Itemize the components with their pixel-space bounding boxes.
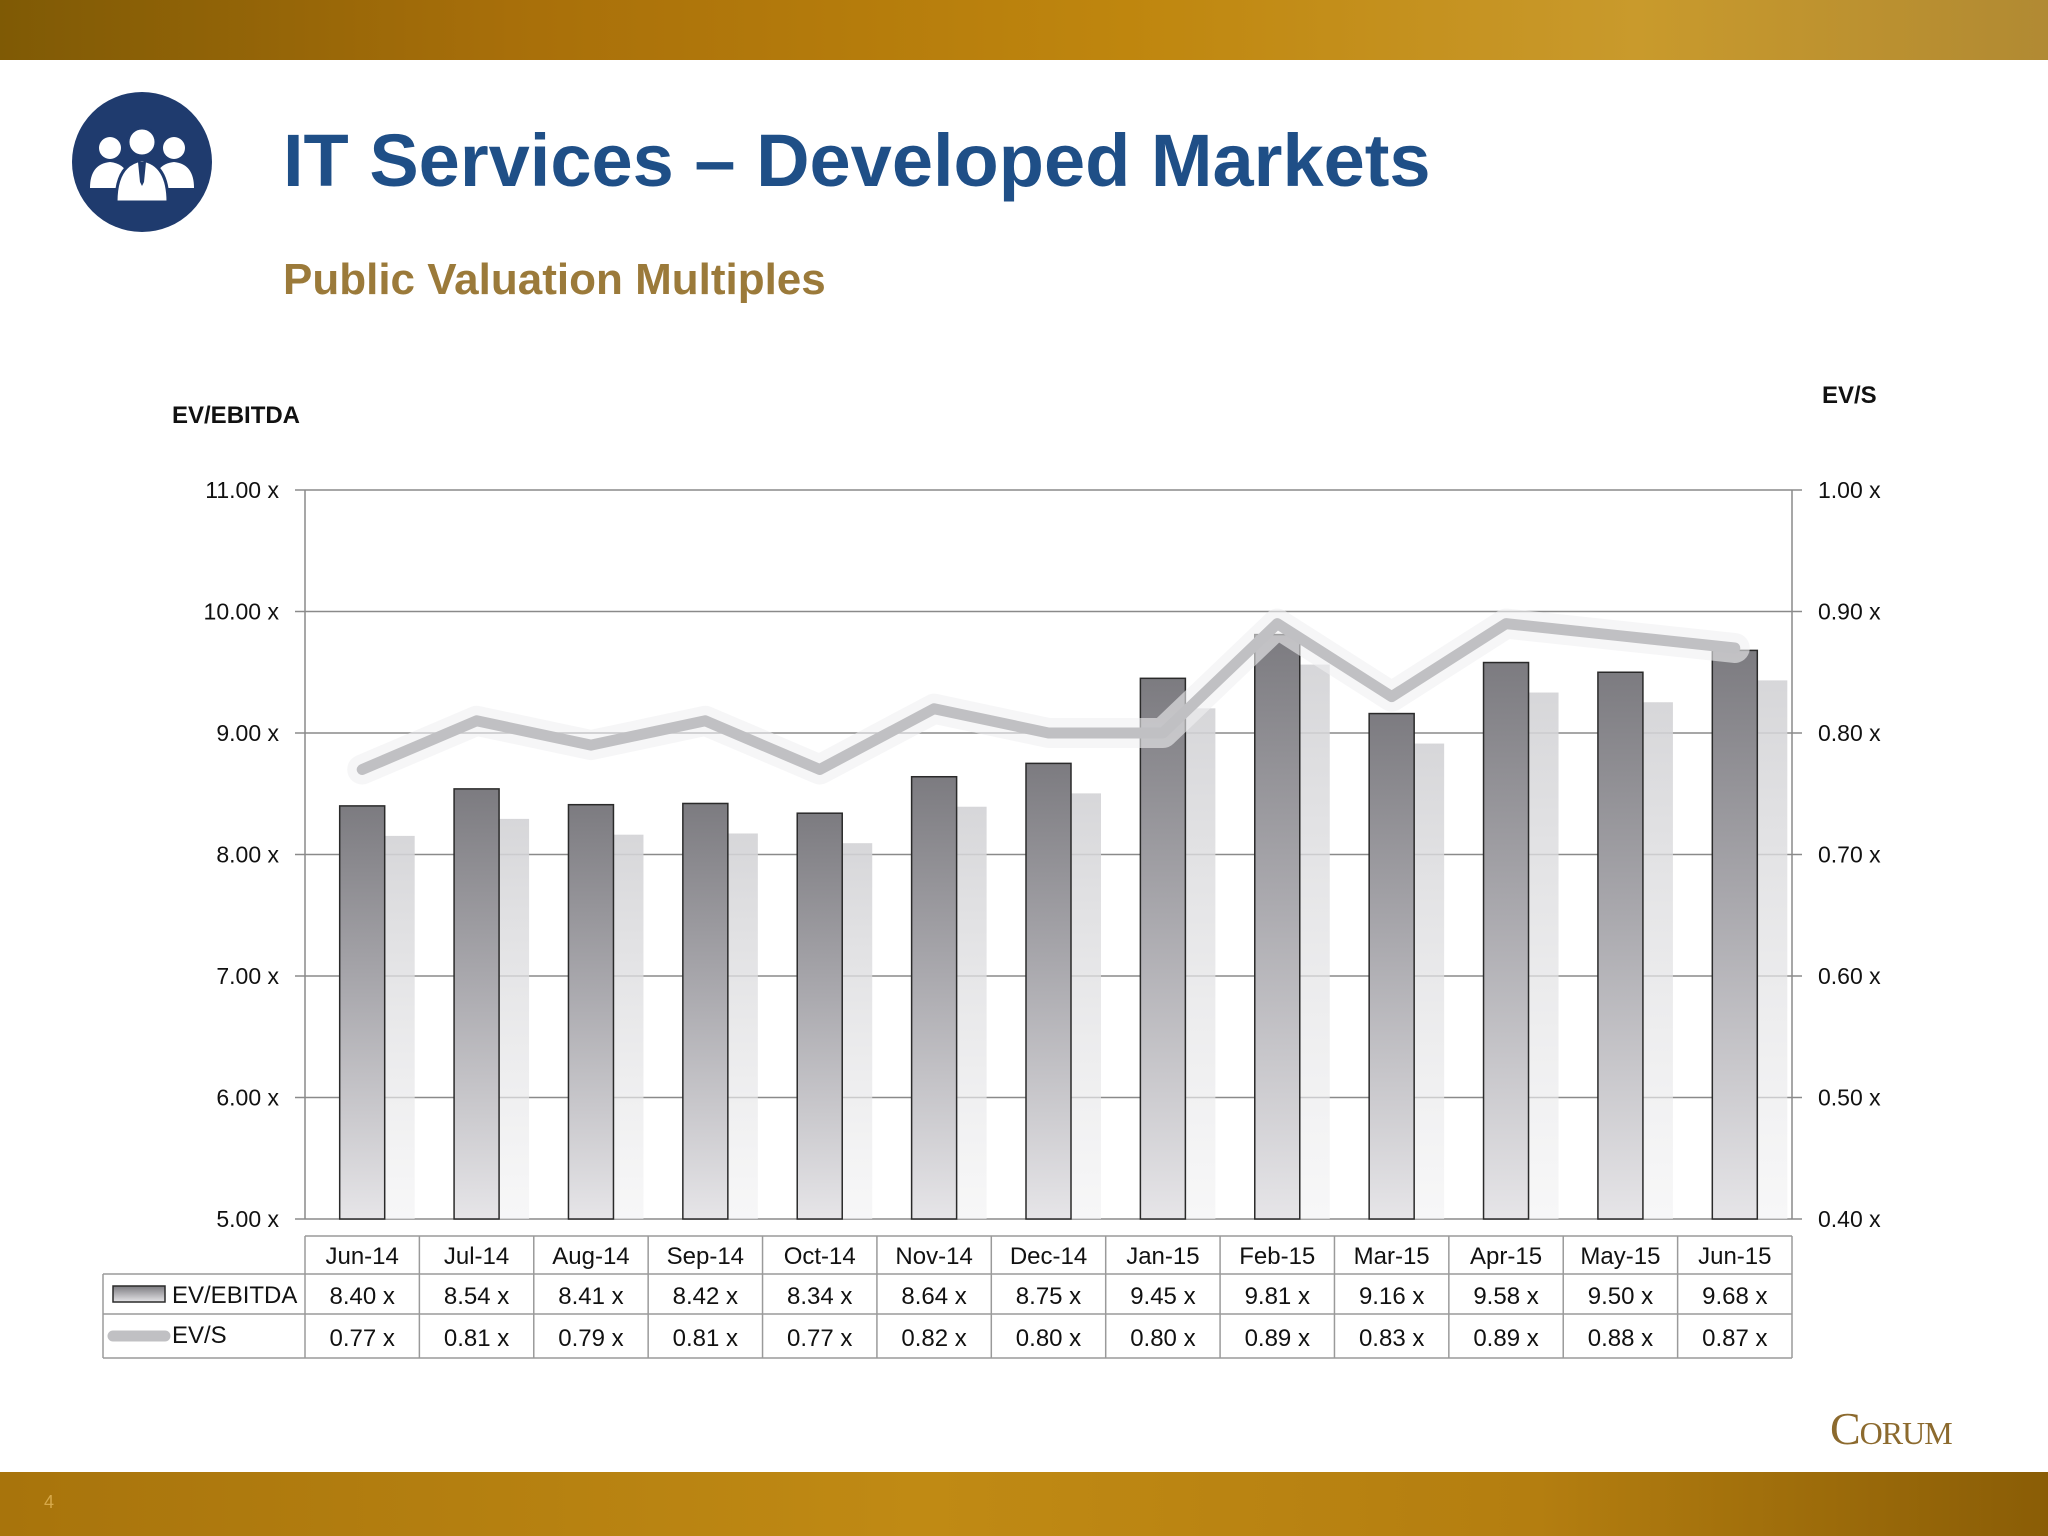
x-tick-label: May-15	[1580, 1243, 1660, 1270]
x-tick-label: Sep-14	[667, 1243, 744, 1270]
bar-ev-ebitda	[1139, 677, 1187, 1220]
data-label-ev-s: 0.77 x	[787, 1325, 852, 1352]
y-axis-title-right: EV/S	[1822, 382, 1877, 409]
page-subtitle: Public Valuation Multiples	[283, 255, 826, 304]
bar-ev-ebitda	[1482, 661, 1530, 1220]
data-label-ev-s: 0.81 x	[444, 1325, 509, 1352]
y-tick-label: 6.00 x	[216, 1085, 279, 1111]
bar-ev-ebitda	[1025, 762, 1072, 1220]
y2-tick-label: 1.00 x	[1818, 477, 1881, 503]
x-tick-label: Jun-14	[325, 1243, 398, 1270]
data-label-ev-s: 0.77 x	[329, 1325, 394, 1352]
data-label-ev-s: 0.82 x	[901, 1325, 966, 1352]
valuation-chart: 5.00 x 6.00 x 7.00 x 8.00 x 9.00 x 10.00 x 11.…	[102, 477, 1881, 1359]
x-tick-label: Jun-15	[1698, 1243, 1771, 1270]
legend-label-ev-s: EV/S	[172, 1322, 227, 1349]
bar-ev-ebitda	[1368, 712, 1415, 1220]
data-label-ev-s: 0.79 x	[558, 1325, 623, 1352]
y2-tick-label: 0.60 x	[1818, 963, 1881, 989]
y2-tick-label: 0.50 x	[1818, 1085, 1881, 1111]
point-ev-s	[1619, 634, 1622, 637]
point-ev-s	[818, 768, 821, 771]
x-tick-label: Mar-15	[1354, 1243, 1430, 1270]
bar-ev-ebitda	[682, 802, 729, 1220]
y-tick-label: 5.00 x	[216, 1206, 279, 1232]
data-label-ev-ebitda: 8.41 x	[558, 1283, 623, 1310]
bar-ev-ebitda	[796, 812, 843, 1220]
bar-ev-ebitda	[1597, 671, 1644, 1220]
y-axis-title-left: EV/EBITDA	[172, 402, 301, 429]
data-label-ev-s: 0.80 x	[1016, 1325, 1081, 1352]
point-ev-s	[475, 719, 478, 722]
data-label-ev-ebitda: 9.45 x	[1130, 1283, 1195, 1310]
bottom-gold-bar	[0, 1472, 2048, 1536]
data-label-ev-ebitda: 8.54 x	[444, 1283, 509, 1310]
top-gold-bar	[0, 0, 2048, 60]
data-label-ev-ebitda: 8.40 x	[329, 1283, 394, 1310]
data-label-ev-s: 0.88 x	[1588, 1325, 1653, 1352]
y-tick-label: 8.00 x	[216, 842, 279, 868]
data-label-ev-ebitda: 8.64 x	[901, 1283, 966, 1310]
point-ev-s	[704, 719, 707, 722]
point-ev-s	[1047, 732, 1050, 734]
data-label-ev-s: 0.87 x	[1702, 1325, 1767, 1352]
data-label-ev-ebitda: 9.50 x	[1588, 1283, 1653, 1310]
y2-tick-label: 0.90 x	[1818, 599, 1881, 625]
data-label-ev-s: 0.81 x	[673, 1325, 738, 1352]
point-ev-s	[1390, 695, 1393, 698]
bar-ev-ebitda	[1254, 633, 1301, 1220]
page-title: IT Services – Developed Markets	[283, 119, 1431, 202]
x-tick-label: Oct-14	[784, 1243, 856, 1270]
data-label-ev-s: 0.89 x	[1473, 1325, 1538, 1352]
point-ev-s	[589, 744, 592, 747]
y-tick-label: 11.00 x	[205, 477, 279, 503]
bar-ev-ebitda	[910, 775, 958, 1220]
data-label-ev-ebitda: 9.58 x	[1473, 1283, 1538, 1310]
bar-ev-ebitda	[1711, 649, 1759, 1220]
data-label-ev-ebitda: 8.34 x	[787, 1283, 852, 1310]
point-ev-s	[1733, 646, 1736, 649]
x-tick-label: Aug-14	[552, 1243, 629, 1270]
y2-tick-label: 0.40 x	[1818, 1206, 1881, 1232]
x-tick-label: Jul-14	[444, 1243, 509, 1270]
business-people-icon	[72, 92, 212, 232]
bar-ev-ebitda	[453, 788, 500, 1220]
data-label-ev-ebitda: 9.68 x	[1702, 1283, 1767, 1310]
data-label-ev-ebitda: 9.81 x	[1245, 1283, 1310, 1310]
legend-label-ev-ebitda: EV/EBITDA	[172, 1282, 297, 1309]
y-tick-label: 9.00 x	[216, 720, 279, 746]
point-ev-s	[361, 768, 364, 771]
bar-ev-ebitda	[567, 803, 615, 1220]
data-label-ev-ebitda: 8.75 x	[1016, 1283, 1081, 1310]
point-ev-s	[1161, 732, 1164, 734]
bar-ev-ebitda	[338, 805, 386, 1220]
y-tick-label: 7.00 x	[216, 963, 279, 989]
corum-logo: Corum	[1830, 1403, 1953, 1454]
data-label-ev-ebitda: 9.16 x	[1359, 1283, 1424, 1310]
y2-tick-label: 0.70 x	[1818, 842, 1881, 868]
y2-tick-label: 0.80 x	[1818, 720, 1881, 746]
point-ev-s	[933, 707, 936, 710]
x-tick-label: Feb-15	[1239, 1243, 1315, 1270]
page-number: 4	[44, 1492, 55, 1512]
x-tick-label: Dec-14	[1010, 1243, 1087, 1270]
y-tick-label: 10.00 x	[204, 599, 280, 625]
data-label-ev-s: 0.89 x	[1245, 1325, 1310, 1352]
point-ev-s	[1505, 622, 1508, 625]
x-tick-label: Nov-14	[895, 1243, 972, 1270]
data-label-ev-ebitda: 8.42 x	[673, 1283, 738, 1310]
legend-swatch-ev-ebitda	[112, 1285, 166, 1303]
x-tick-label: Apr-15	[1470, 1243, 1542, 1270]
data-label-ev-s: 0.83 x	[1359, 1325, 1424, 1352]
x-tick-label: Jan-15	[1126, 1243, 1199, 1270]
data-label-ev-s: 0.80 x	[1130, 1325, 1195, 1352]
point-ev-s	[1276, 622, 1279, 625]
